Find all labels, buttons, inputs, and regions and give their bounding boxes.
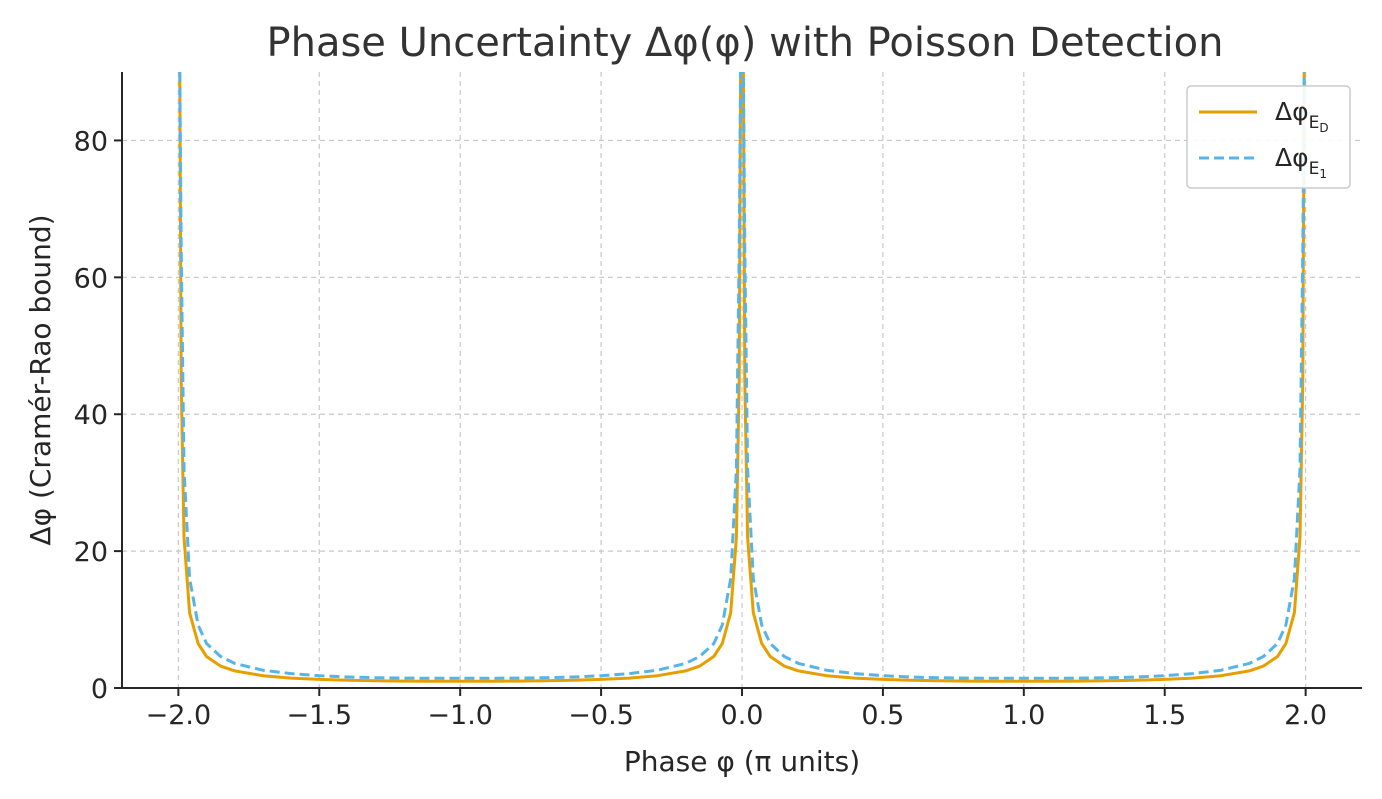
y-tick-label: 80 (74, 126, 108, 157)
y-tick-label: 0 (91, 674, 108, 705)
y-tick-label: 60 (74, 263, 108, 294)
series-line-e1 (178, 72, 1306, 680)
y-tick-label: 20 (74, 537, 108, 568)
y-tick-label: 40 (74, 400, 108, 431)
x-axis-label: Phase φ (π units) (624, 745, 860, 778)
y-axis-ticks: 0 20 40 60 80 (74, 126, 122, 705)
x-tick-label: 0.0 (721, 700, 764, 731)
y-axis-label: Δφ (Cramér-Rao bound) (24, 214, 57, 545)
chart-title: Phase Uncertainty Δφ(φ) with Poisson Det… (266, 20, 1223, 66)
x-tick-label: 0.5 (861, 700, 904, 731)
x-tick-label: −0.5 (568, 700, 634, 731)
x-tick-label: 1.0 (1002, 700, 1045, 731)
grid (122, 72, 1362, 688)
series-layer (178, 72, 1306, 683)
legend-label-ed: ΔφED (1275, 97, 1329, 135)
legend-label-e1: ΔφE1 (1275, 143, 1327, 181)
x-tick-label: −1.5 (286, 700, 352, 731)
series-line-ed (178, 72, 1306, 683)
x-tick-label: 2.0 (1284, 700, 1327, 731)
legend: ΔφED ΔφE1 (1186, 85, 1351, 189)
x-tick-label: 1.5 (1143, 700, 1186, 731)
x-tick-label: −1.0 (427, 700, 493, 731)
x-tick-label: −2.0 (146, 700, 212, 731)
x-axis-ticks: −2.0 −1.5 −1.0 −0.5 0.0 0.5 1.0 1.5 2.0 (146, 688, 1327, 731)
